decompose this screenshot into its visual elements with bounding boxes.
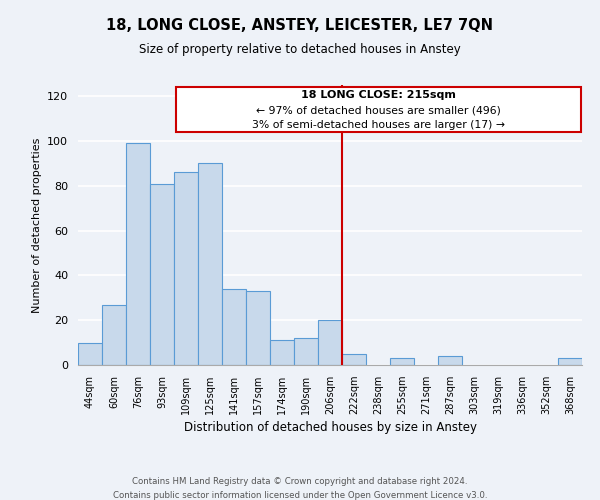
Bar [198, 164, 222, 365]
Text: Size of property relative to detached houses in Anstey: Size of property relative to detached ho… [139, 42, 461, 56]
Bar [222, 289, 246, 365]
Bar [318, 320, 342, 365]
Bar [246, 291, 270, 365]
Bar [390, 358, 414, 365]
Bar [270, 340, 294, 365]
Bar [342, 354, 366, 365]
Text: Contains HM Land Registry data © Crown copyright and database right 2024.: Contains HM Land Registry data © Crown c… [132, 478, 468, 486]
Bar [150, 184, 174, 365]
Text: Contains public sector information licensed under the Open Government Licence v3: Contains public sector information licen… [113, 491, 487, 500]
Text: ← 97% of detached houses are smaller (496): ← 97% of detached houses are smaller (49… [256, 106, 501, 116]
Bar [174, 172, 198, 365]
Bar [126, 143, 150, 365]
Bar [78, 342, 102, 365]
Bar [294, 338, 318, 365]
Bar [438, 356, 462, 365]
Y-axis label: Number of detached properties: Number of detached properties [32, 138, 41, 312]
FancyBboxPatch shape [176, 87, 581, 132]
Text: 3% of semi-detached houses are larger (17) →: 3% of semi-detached houses are larger (1… [252, 120, 505, 130]
Text: 18 LONG CLOSE: 215sqm: 18 LONG CLOSE: 215sqm [301, 90, 456, 100]
Text: 18, LONG CLOSE, ANSTEY, LEICESTER, LE7 7QN: 18, LONG CLOSE, ANSTEY, LEICESTER, LE7 7… [107, 18, 493, 32]
X-axis label: Distribution of detached houses by size in Anstey: Distribution of detached houses by size … [184, 421, 476, 434]
Bar [558, 358, 582, 365]
Bar [102, 304, 126, 365]
